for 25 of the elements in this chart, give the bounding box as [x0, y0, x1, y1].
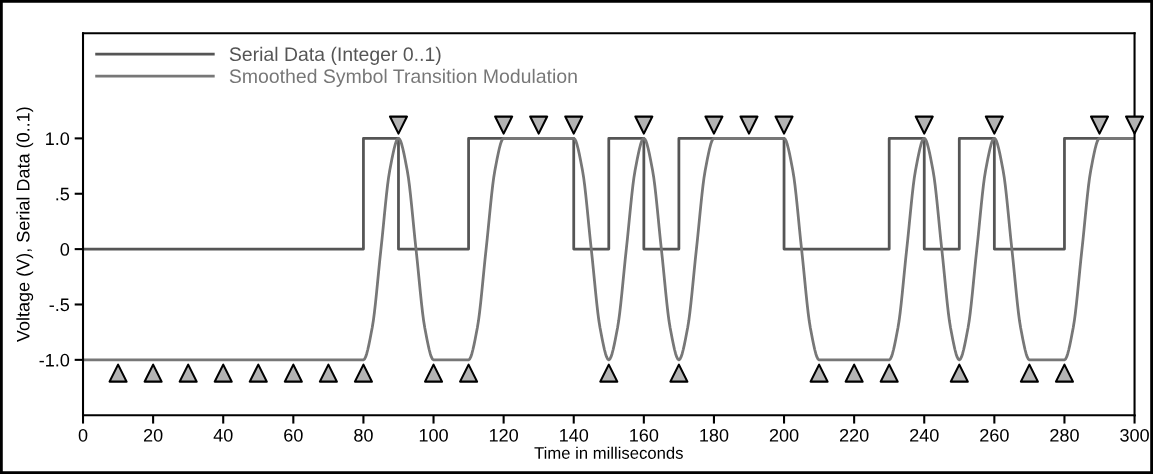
x-tick-label: 60 [284, 428, 303, 442]
x-tick-label: 280 [1050, 428, 1079, 442]
x-tick-label: 260 [980, 428, 1009, 442]
y-tick-label: -.5 [49, 298, 70, 312]
x-tick-label: 40 [213, 428, 233, 442]
y-tick-label: .5 [56, 187, 70, 201]
x-tick-label: 180 [700, 428, 729, 442]
x-tick-label: 80 [354, 428, 373, 442]
y-tick-label: 1.0 [46, 132, 70, 146]
x-tick-label: 200 [769, 428, 799, 442]
y-tick-label: 0 [60, 243, 70, 256]
x-tick-label: 160 [630, 428, 659, 442]
y-axis-title: Voltage (V), Serial Data (0..1) [16, 107, 34, 343]
x-axis-title: Time in milliseconds [534, 446, 683, 459]
text: Serial Data (Integer 0..1) [229, 46, 441, 65]
x-tick-label: 120 [489, 428, 518, 442]
y-tick-label: -1.0 [39, 353, 70, 367]
text: Smoothed Symbol Transition Modulation [229, 68, 577, 87]
x-tick-label: 140 [560, 428, 589, 442]
x-tick-label: 0 [78, 428, 88, 442]
x-tick-label: 220 [839, 428, 869, 442]
x-tick-label: 100 [419, 428, 448, 442]
x-tick-label: 240 [910, 428, 939, 442]
x-tick-label: 300 [1120, 428, 1149, 442]
x-tick-label: 20 [143, 428, 163, 442]
